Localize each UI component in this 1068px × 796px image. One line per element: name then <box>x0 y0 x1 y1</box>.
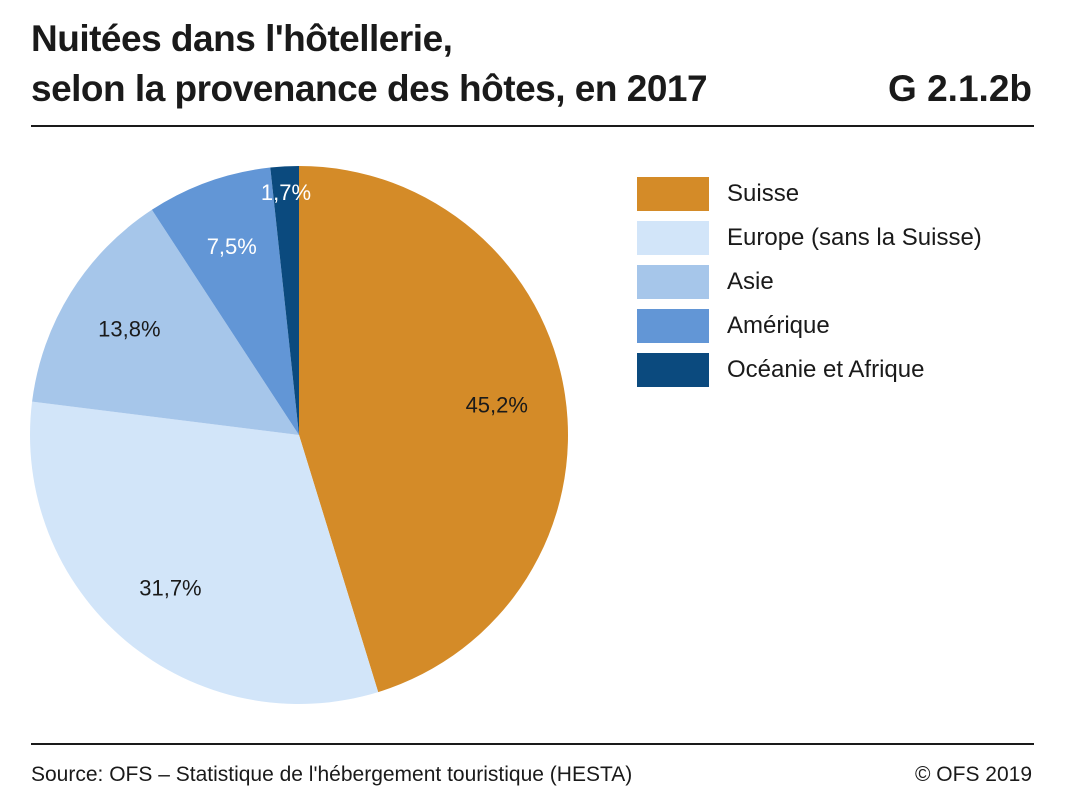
legend-label: Europe (sans la Suisse) <box>727 224 982 251</box>
pie-label-asie: 13,8% <box>98 317 160 342</box>
legend-label: Asie <box>727 268 774 295</box>
legend-swatch <box>637 353 709 387</box>
header-divider <box>31 125 1034 127</box>
chart-title-line-1: Nuitées dans l'hôtellerie, <box>31 18 453 59</box>
source-note: Source: OFS – Statistique de l'hébergeme… <box>31 763 633 786</box>
pie-slice-amerique <box>151 167 299 435</box>
pie-label-oceanie-et-afrique: 1,7% <box>261 180 311 205</box>
legend-item-amerique: Amérique <box>637 309 982 343</box>
pie-labels: 45,2% 31,7% 13,8% 7,5% 1,7% <box>98 180 528 601</box>
legend-item-asie: Asie <box>637 265 982 299</box>
pie-slice-europe-sans-la-suisse <box>30 401 379 704</box>
legend-label: Suisse <box>727 180 800 207</box>
legend: Suisse Europe (sans la Suisse) Asie Amériqu… <box>637 177 982 397</box>
pie-label-amerique: 7,5% <box>207 234 257 259</box>
legend-label: Amérique <box>727 312 830 339</box>
legend-swatch <box>637 309 709 343</box>
pie-label-europe-sans-la-suisse: 31,7% <box>139 576 201 601</box>
chart-id: G 2.1.2b <box>888 68 1032 109</box>
chart-title: Nuitées dans l'hôtellerie, selon la prov… <box>31 14 791 114</box>
chart-title-line-2: selon la provenance des hôtes, en 2017 <box>31 68 708 109</box>
pie-label-suisse: 45,2% <box>466 393 528 418</box>
legend-swatch <box>637 265 709 299</box>
pie-chart: 45,2% 31,7% 13,8% 7,5% 1,7% <box>30 166 568 704</box>
pie-slice-asie <box>32 209 299 435</box>
pie-slice-suisse <box>299 166 568 693</box>
footer-divider <box>31 743 1034 745</box>
legend-label: Océanie et Afrique <box>727 356 925 383</box>
legend-swatch <box>637 221 709 255</box>
legend-item-oceanie-et-afrique: Océanie et Afrique <box>637 353 982 387</box>
pie-slices <box>30 166 568 704</box>
legend-item-europe-sans-la-suisse: Europe (sans la Suisse) <box>637 221 982 255</box>
copyright-note: © OFS 2019 <box>914 763 1032 786</box>
pie-slice-oceanie-et-afrique <box>270 166 299 435</box>
legend-swatch <box>637 177 709 211</box>
legend-item-suisse: Suisse <box>637 177 982 211</box>
